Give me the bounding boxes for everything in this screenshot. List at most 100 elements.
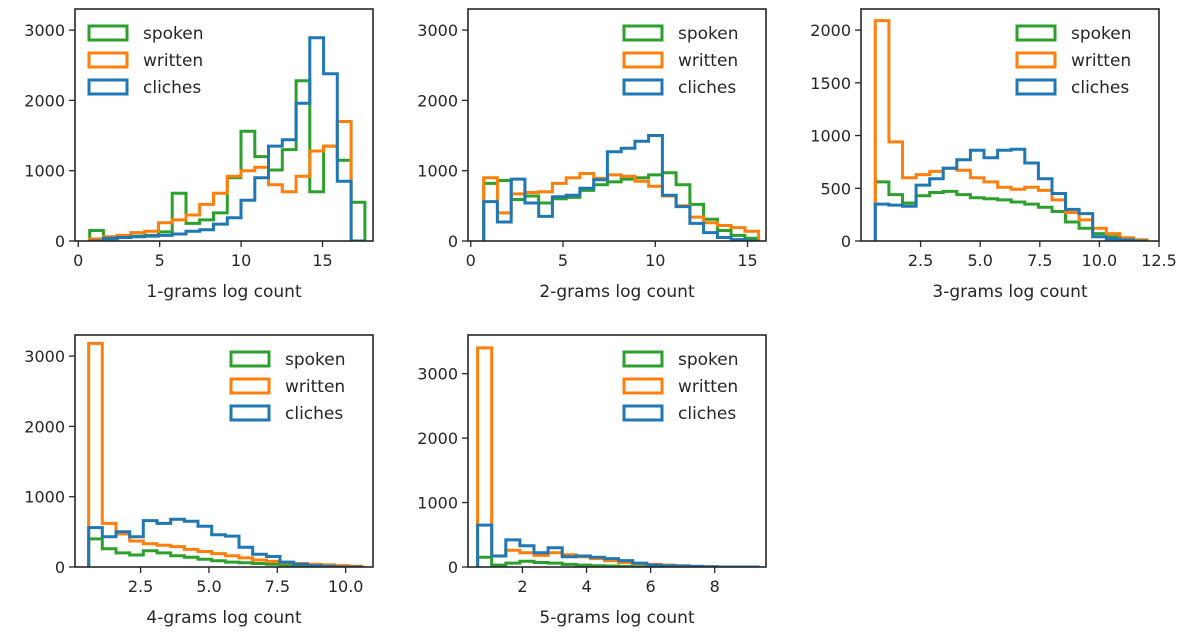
x-axis-label: 1-grams log count: [146, 282, 302, 302]
legend: spoken written cliches: [1015, 24, 1132, 98]
x-tick-label: 10: [231, 251, 251, 270]
legend-swatch-written: [1015, 51, 1057, 69]
plot-area: [482, 134, 761, 241]
legend-swatch-spoken: [1015, 24, 1057, 42]
x-tick-label: 2: [517, 577, 527, 596]
histogram-panel-4: 2.5 5.0 7.5 10.0 0 1000 2000 3000 4-grams log co…: [24, 334, 374, 628]
histogram-panel-3: 2.5 5.0 7.5 10.0 12.5 0 500 1000 1500 2000 3-grams…: [810, 8, 1177, 302]
y-tick-label: 3000: [417, 365, 458, 384]
x-tick-label: 7.5: [1027, 251, 1052, 270]
x-axis-label: 5-grams log count: [539, 608, 695, 628]
axes-frame: [467, 334, 767, 568]
legend-label-written: written: [678, 377, 738, 397]
legend: spoken written cliches: [229, 350, 346, 424]
plot-area: [87, 341, 364, 567]
y-tick-label: 2000: [810, 21, 851, 40]
x-tick-label: 6: [646, 577, 656, 596]
x-tick-label: 8: [710, 577, 720, 596]
x-tick-label: 10.0: [1082, 251, 1118, 270]
x-tick-label: 0: [73, 251, 83, 270]
legend-label-cliches: cliches: [678, 404, 736, 424]
legend-label-cliches: cliches: [678, 78, 736, 98]
axes-frame: [467, 8, 767, 242]
legend-label-written: written: [143, 51, 203, 71]
y-tick-label: 0: [55, 232, 65, 251]
legend-label-spoken: spoken: [678, 24, 739, 44]
series-written-outline: [88, 120, 365, 241]
legend-label-cliches: cliches: [143, 78, 201, 98]
x-tick-label: 2.5: [908, 251, 933, 270]
y-tick-label: 1000: [810, 127, 851, 146]
axes-frame: [860, 8, 1160, 242]
x-tick-label: 0: [466, 251, 476, 270]
legend-label-cliches: cliches: [1071, 78, 1129, 98]
histogram-panel-1: 0 5 10 15 0 1000 2000 3000 1-grams log count spok…: [24, 8, 374, 302]
series-written-outline: [873, 19, 1149, 241]
plot-area: [873, 19, 1149, 241]
legend: spoken written cliches: [622, 350, 739, 424]
legend-swatch-spoken: [87, 24, 129, 42]
legend-label-written: written: [678, 51, 738, 71]
legend-swatch-cliches: [622, 78, 664, 96]
series-cliches-outline: [87, 517, 363, 567]
legend-swatch-cliches: [87, 78, 129, 96]
legend-swatch-spoken: [622, 350, 664, 368]
y-tick-label: 0: [841, 232, 851, 251]
histogram-panel-2: 0 5 10 15 0 1000 2000 3000 2-grams log count spok…: [417, 8, 767, 302]
legend-label-spoken: spoken: [1071, 24, 1132, 44]
y-tick-label: 0: [55, 558, 65, 577]
y-tick-label: 1500: [810, 74, 851, 93]
legend-swatch-spoken: [622, 24, 664, 42]
x-axis-label: 3-grams log count: [932, 282, 1088, 302]
y-tick-label: 1000: [24, 162, 65, 181]
x-tick-label: 5: [558, 251, 568, 270]
axes-frame: [74, 8, 374, 242]
axes-frame: [74, 334, 374, 568]
legend-swatch-spoken: [229, 350, 271, 368]
legend-label-cliches: cliches: [285, 404, 343, 424]
series-cliches-outline: [873, 147, 1148, 241]
y-tick-label: 1000: [417, 494, 458, 513]
y-tick-label: 0: [448, 558, 458, 577]
legend-swatch-written: [622, 51, 664, 69]
legend-label-written: written: [1071, 51, 1131, 71]
legend: spoken written cliches: [87, 24, 204, 98]
x-tick-label: 7.5: [265, 577, 290, 596]
legend: spoken written cliches: [622, 24, 739, 98]
series-cliches-outline: [89, 36, 365, 241]
y-tick-label: 500: [820, 179, 851, 198]
x-tick-label: 2.5: [128, 577, 153, 596]
legend-swatch-written: [229, 377, 271, 395]
legend-swatch-written: [87, 51, 129, 69]
y-tick-label: 3000: [24, 21, 65, 40]
y-tick-label: 3000: [24, 347, 65, 366]
series-spoken-outline: [476, 555, 760, 567]
y-tick-label: 3000: [417, 21, 458, 40]
x-tick-label: 15: [312, 251, 332, 270]
x-tick-label: 5.0: [967, 251, 992, 270]
legend-swatch-written: [622, 377, 664, 395]
x-tick-label: 5.0: [196, 577, 221, 596]
legend-swatch-cliches: [622, 404, 664, 422]
histogram-panel-5: 2 4 6 8 0 1000 2000 3000 5-grams log count spoken…: [417, 334, 767, 628]
y-tick-label: 1000: [417, 162, 458, 181]
series-cliches-outline: [482, 134, 759, 241]
legend-label-spoken: spoken: [143, 24, 204, 44]
x-tick-label: 10: [645, 251, 665, 270]
y-tick-label: 2000: [417, 91, 458, 110]
x-tick-label: 5: [155, 251, 165, 270]
x-tick-label: 12.5: [1141, 251, 1177, 270]
legend-swatch-cliches: [1015, 78, 1057, 96]
x-tick-label: 10.0: [328, 577, 364, 596]
legend-label-spoken: spoken: [285, 350, 346, 370]
legend-label-spoken: spoken: [678, 350, 739, 370]
y-tick-label: 2000: [24, 91, 65, 110]
plot-area: [88, 36, 367, 241]
x-axis-label: 4-grams log count: [146, 608, 302, 628]
y-tick-label: 2000: [24, 417, 65, 436]
y-tick-label: 1000: [24, 488, 65, 507]
legend-swatch-cliches: [229, 404, 271, 422]
x-tick-label: 4: [581, 577, 591, 596]
x-axis-label: 2-grams log count: [539, 282, 695, 302]
